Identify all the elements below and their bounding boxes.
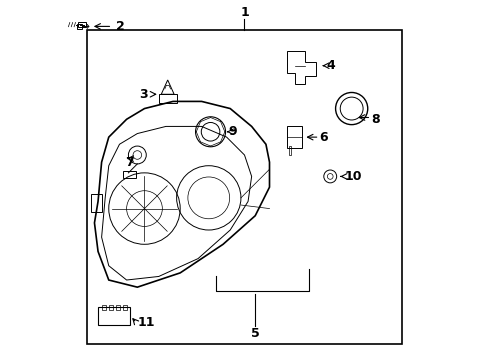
Text: 1: 1 xyxy=(240,6,248,19)
Text: 7: 7 xyxy=(125,156,134,168)
Bar xyxy=(102,305,106,310)
Bar xyxy=(87,30,401,344)
Bar xyxy=(77,23,82,29)
Text: 3: 3 xyxy=(139,88,148,101)
Bar xyxy=(91,194,102,212)
Bar xyxy=(288,146,290,155)
Bar xyxy=(78,22,86,27)
Bar xyxy=(116,305,120,310)
Text: 5: 5 xyxy=(250,327,259,340)
Text: 10: 10 xyxy=(344,170,361,183)
Text: 8: 8 xyxy=(370,113,379,126)
Text: 6: 6 xyxy=(319,131,327,144)
Bar xyxy=(123,305,127,310)
Text: 9: 9 xyxy=(228,125,237,138)
Text: 11: 11 xyxy=(137,316,155,329)
Bar xyxy=(159,94,176,103)
Bar xyxy=(287,126,301,148)
Text: 2: 2 xyxy=(116,20,124,33)
Bar xyxy=(108,305,113,310)
Text: 4: 4 xyxy=(326,59,335,72)
Bar xyxy=(98,307,130,325)
Bar xyxy=(123,171,135,178)
